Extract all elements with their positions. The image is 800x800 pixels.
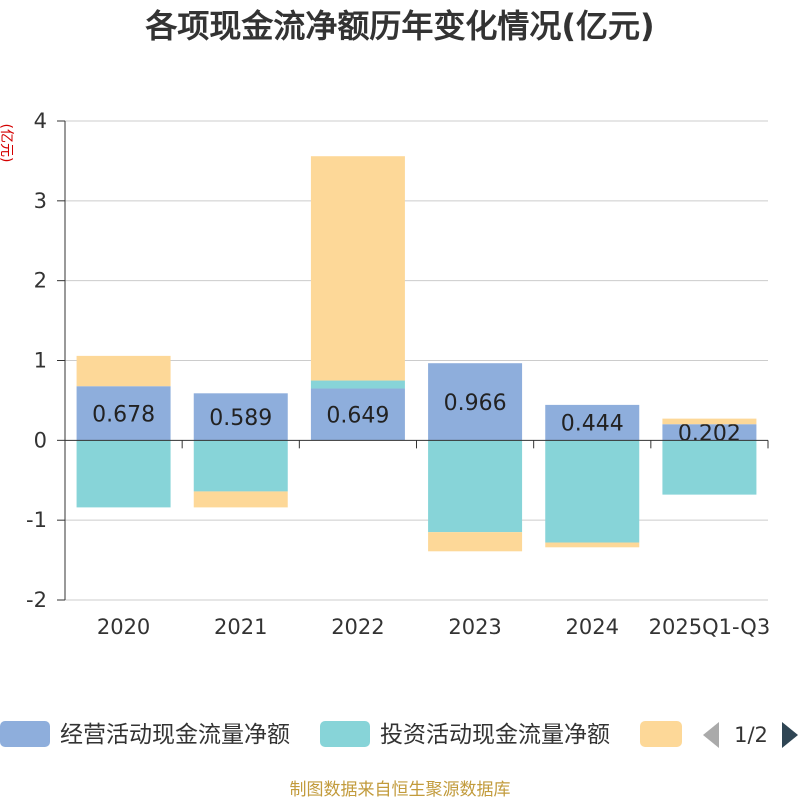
bar-third-series-2022: [310, 156, 405, 381]
series-investing: [76, 380, 757, 543]
legend-item-third-series[interactable]: [640, 721, 682, 747]
legend-item-investing[interactable]: 投资活动现金流量净额: [320, 721, 610, 748]
data-label-operating-2022: 0.649: [326, 403, 389, 428]
bar-operating-2024: [545, 404, 640, 441]
x-tick-label: 2022: [331, 615, 384, 639]
series-third-series: [76, 156, 757, 552]
y-tick-label: 0: [34, 428, 47, 452]
x-tick-label: 2023: [448, 615, 501, 639]
data-label-operating-2023: 0.966: [444, 391, 507, 416]
y-axis-ticks: -2 -1 0 1 2 3 4: [26, 109, 65, 612]
bar-third-series-2020: [76, 355, 171, 387]
x-tick-label: 2025Q1-Q3: [649, 615, 771, 639]
gridlines: [65, 120, 768, 601]
legend-swatch-operating: [0, 721, 50, 747]
bar-operating-2020: [76, 386, 171, 441]
legend-swatch-investing: [320, 721, 370, 747]
y-tick-label: 1: [34, 349, 47, 373]
chart-title: 各项现金流净额历年变化情况(亿元): [145, 7, 654, 45]
bar-operating-2023: [428, 363, 523, 441]
bar-investing-2022: [310, 380, 405, 389]
y-tick-label: 4: [34, 109, 47, 133]
x-axis-labels: 2020 2021 2022 2023 2024 2025Q1-Q3: [97, 615, 770, 639]
legend-item-operating[interactable]: 经营活动现金流量净额: [0, 721, 290, 748]
bar-third-series-2021: [193, 491, 288, 508]
data-source-footer: 制图数据来自恒生聚源数据库: [290, 780, 511, 800]
bar-operating-2021: [193, 393, 288, 441]
y-tick-label: 3: [34, 189, 47, 213]
data-label-operating-2020: 0.678: [92, 402, 155, 427]
y-tick-label: -2: [26, 588, 47, 612]
pager-prev-icon[interactable]: [703, 722, 719, 748]
bar-investing-2025Q1-Q3: [662, 440, 757, 495]
y-tick-label: 2: [34, 269, 47, 293]
pager-page-indicator: 1/2: [734, 723, 768, 747]
bar-third-series-2024: [545, 542, 640, 548]
bar-investing-2020: [76, 440, 171, 508]
bar-investing-2023: [428, 440, 523, 533]
bar-operating-2025Q1-Q3: [662, 424, 757, 441]
bar-third-series-2025Q1-Q3: [662, 418, 757, 425]
x-tick-label: 2020: [97, 615, 150, 639]
x-tick-label: 2021: [214, 615, 267, 639]
legend-label-operating: 经营活动现金流量净额: [60, 722, 290, 748]
x-tick-label: 2024: [566, 615, 619, 639]
legend: 经营活动现金流量净额 投资活动现金流量净额 1/2: [0, 721, 798, 748]
bar-operating-2022: [310, 388, 405, 441]
y-tick-label: -1: [26, 508, 47, 532]
legend-swatch-third-series: [640, 721, 682, 747]
bar-investing-2024: [545, 440, 640, 543]
pager-next-icon[interactable]: [782, 722, 798, 748]
y-axis-unit-label: (亿元): [0, 124, 14, 163]
data-label-operating-2021: 0.589: [209, 406, 272, 431]
data-label-operating-2024: 0.444: [561, 412, 624, 437]
bar-investing-2021: [193, 440, 288, 492]
legend-label-investing: 投资活动现金流量净额: [380, 722, 610, 748]
bar-third-series-2023: [428, 532, 523, 552]
legend-pager: 1/2: [703, 722, 798, 748]
